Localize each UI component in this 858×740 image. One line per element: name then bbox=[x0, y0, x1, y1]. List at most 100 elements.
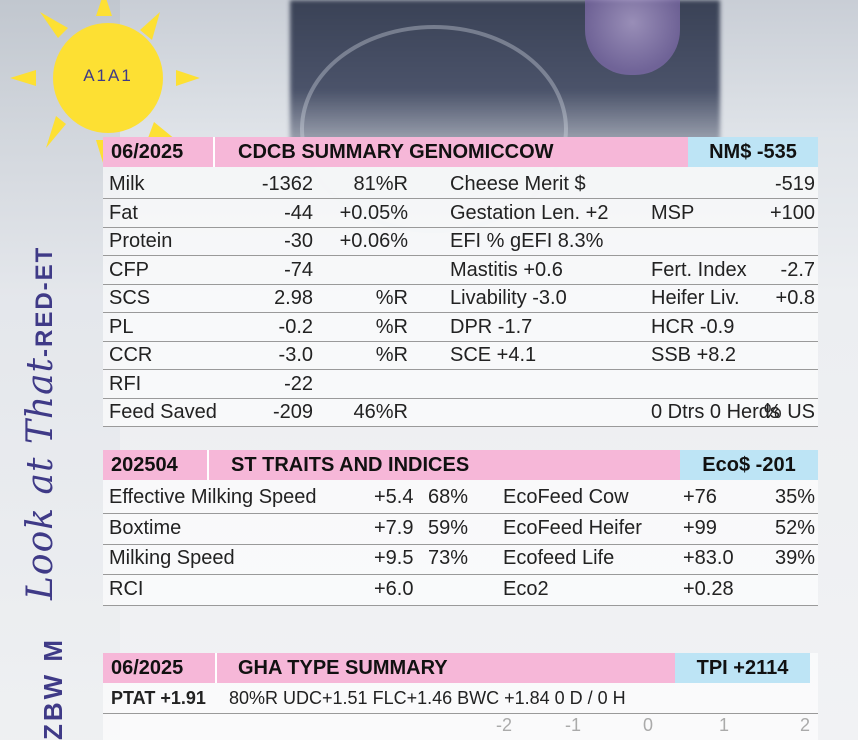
side-script-text: Look at That bbox=[20, 356, 61, 600]
cdcb-cell-a: Milk bbox=[109, 173, 145, 195]
eco-index: Eco$ -201 bbox=[702, 453, 796, 476]
cdcb-cell-b: -209 bbox=[272, 401, 313, 423]
st-cell-c: 68% bbox=[428, 486, 469, 508]
cdcb-cell-c: 46%R bbox=[353, 401, 408, 423]
st-cell-e: +83.0 bbox=[683, 547, 734, 569]
gha-title: GHA TYPE SUMMARY bbox=[238, 656, 448, 679]
cdcb-cell-d: Livability -3.0 bbox=[450, 287, 567, 309]
gha-type-card: 06/2025 GHA TYPE SUMMARY TPI +2114 PTAT … bbox=[103, 653, 818, 740]
sun-logo: A1A1 bbox=[0, 0, 210, 175]
cdcb-cell-e: MSP bbox=[651, 201, 695, 224]
cdcb-cell-f: +100 bbox=[769, 201, 815, 224]
st-cell-f: 35% bbox=[774, 486, 815, 508]
cdcb-row: Feed Saved -209 46%R 0 Dtrs 0 Herds% US bbox=[103, 398, 818, 427]
cdcb-cell-a: RFI bbox=[109, 372, 142, 395]
cdcb-index-badge: NM$ -535 bbox=[688, 137, 818, 167]
gha-index-badge: TPI +2114 bbox=[675, 653, 810, 683]
scale-tick: 0 bbox=[643, 715, 654, 735]
sun-label: A1A1 bbox=[83, 66, 133, 85]
st-cell-d: EcoFeed Cow bbox=[503, 486, 629, 508]
st-cell-b: +9.5 bbox=[374, 547, 414, 569]
cdcb-header: 06/2025 CDCB SUMMARY GENOMICCOW bbox=[103, 137, 688, 167]
cdcb-title: CDCB SUMMARY GENOMICCOW bbox=[238, 140, 554, 163]
cdcb-row: CCR -3.0 %R SCE +4.1 SSB +8.2 bbox=[103, 341, 818, 370]
st-cell-f: 52% bbox=[774, 516, 815, 539]
st-cell-d: Ecofeed Life bbox=[503, 547, 615, 569]
cdcb-cell-e: HCR -0.9 bbox=[651, 315, 735, 338]
header-divider bbox=[213, 137, 215, 167]
st-index-badge: Eco$ -201 bbox=[680, 450, 818, 480]
st-row: Effective Milking Speed +5.4 68% EcoFeed Co… bbox=[103, 483, 818, 514]
gha-summary-row: PTAT +1.91 80%R UDC+1.51 FLC+1.46 BWC +1… bbox=[103, 685, 818, 714]
cdcb-summary-card: 06/2025 CDCB SUMMARY GENOMICCOW NM$ -535… bbox=[103, 137, 818, 427]
header-divider bbox=[207, 450, 209, 480]
gha-date: 06/2025 bbox=[111, 656, 184, 679]
cdcb-date: 06/2025 bbox=[111, 140, 184, 163]
header-divider bbox=[215, 653, 217, 683]
cdcb-row: Protein -30 +0.06% EFI % gEFI 8.3% bbox=[103, 227, 818, 256]
cdcb-row: PL -0.2 %R DPR -1.7 HCR -0.9 bbox=[103, 313, 818, 342]
cdcb-row: SCS 2.98 %R Livability -3.0 Heifer Liv. +0.8 bbox=[103, 284, 818, 313]
cdcb-cell-c: %R bbox=[375, 287, 408, 309]
cdcb-cell-f: -2.7 bbox=[780, 258, 815, 281]
cdcb-cell-a: CCR bbox=[109, 344, 153, 366]
scale-tick: 2 bbox=[800, 715, 811, 735]
cdcb-cell-c: +0.05% bbox=[339, 201, 408, 224]
st-date: 202504 bbox=[111, 453, 178, 476]
cdcb-cell-b: -1362 bbox=[261, 173, 313, 195]
scale-tick: 1 bbox=[719, 715, 730, 735]
cdcb-cell-b: -3.0 bbox=[278, 344, 313, 366]
cdcb-cell-d: SCE +4.1 bbox=[450, 344, 537, 366]
cdcb-cell-d: Gestation Len. +2 bbox=[450, 201, 609, 224]
st-cell-a: Effective Milking Speed bbox=[109, 486, 317, 508]
st-cell-d: Eco2 bbox=[503, 577, 549, 600]
cdcb-cell-a: PL bbox=[109, 315, 134, 338]
st-row: Boxtime +7.9 59% EcoFeed Heifer +99 52% bbox=[103, 514, 818, 545]
cdcb-cell-e: Fert. Index bbox=[651, 258, 747, 281]
cdcb-cell-d: DPR -1.7 bbox=[450, 315, 533, 338]
cdcb-cell-c: %R bbox=[375, 315, 408, 338]
cdcb-cell-d: EFI % gEFI 8.3% bbox=[450, 230, 604, 252]
cdcb-cell-c: +0.06% bbox=[339, 230, 408, 252]
cdcb-cell-e: 0 Dtrs 0 Herds bbox=[651, 401, 780, 423]
cdcb-cell-f: -519 bbox=[774, 173, 815, 195]
cdcb-cell-a: Protein bbox=[109, 230, 173, 252]
sun-rays-icon bbox=[10, 0, 200, 166]
scale-tick: -2 bbox=[496, 715, 513, 735]
st-cell-f: 39% bbox=[774, 547, 815, 569]
cdcb-cell-b: -22 bbox=[284, 372, 313, 395]
st-cell-e: +76 bbox=[683, 486, 717, 508]
cdcb-row: Milk -1362 81%R Cheese Merit $ -519 bbox=[103, 170, 818, 199]
cdcb-cell-b: -74 bbox=[284, 258, 313, 281]
cdcb-cell-b: -30 bbox=[284, 230, 313, 252]
st-cell-a: Milking Speed bbox=[109, 547, 235, 569]
side-suffix: -RED-ET bbox=[31, 245, 58, 357]
cdcb-cell-a: SCS bbox=[109, 287, 151, 309]
st-row: RCI +6.0 Eco2 +0.28 bbox=[103, 575, 818, 606]
cdcb-cell-a: CFP bbox=[109, 258, 149, 281]
gha-line: 80%R UDC+1.51 FLC+1.46 BWC +1.84 0 D / 0… bbox=[229, 688, 626, 708]
gha-scale: -2 -1 0 1 2 bbox=[103, 715, 818, 740]
sun-disc bbox=[53, 23, 163, 133]
nm-index: NM$ -535 bbox=[709, 140, 797, 163]
cdcb-row: Fat -44 +0.05% Gestation Len. +2 MSP +100 bbox=[103, 199, 818, 228]
cdcb-cell-b: 2.98 bbox=[274, 287, 313, 309]
cdcb-cell-c: 81%R bbox=[353, 173, 408, 195]
cdcb-row: CFP -74 Mastitis +0.6 Fert. Index -2.7 bbox=[103, 256, 818, 285]
st-cell-e: +99 bbox=[683, 516, 717, 539]
st-cell-b: +5.4 bbox=[374, 486, 414, 508]
st-cell-d: EcoFeed Heifer bbox=[503, 516, 642, 539]
cdcb-cell-d: Cheese Merit $ bbox=[450, 173, 586, 195]
cdcb-cell-b: -44 bbox=[284, 201, 313, 224]
cdcb-cell-d: Mastitis +0.6 bbox=[450, 258, 563, 281]
st-cell-e: +0.28 bbox=[683, 577, 734, 600]
cdcb-cell-c: %R bbox=[375, 344, 408, 366]
side-animal-name: Look at That-RED-ET bbox=[20, 246, 61, 600]
st-row: Milking Speed +9.5 73% Ecofeed Life +83.0 39% bbox=[103, 544, 818, 575]
ptat-value: PTAT +1.91 bbox=[111, 688, 206, 708]
st-cell-a: RCI bbox=[109, 577, 144, 600]
st-cell-c: 73% bbox=[428, 547, 469, 569]
st-title: ST TRAITS AND INDICES bbox=[231, 453, 470, 476]
background-ribbon bbox=[585, 0, 680, 75]
cdcb-cell-f: % US bbox=[763, 401, 815, 423]
